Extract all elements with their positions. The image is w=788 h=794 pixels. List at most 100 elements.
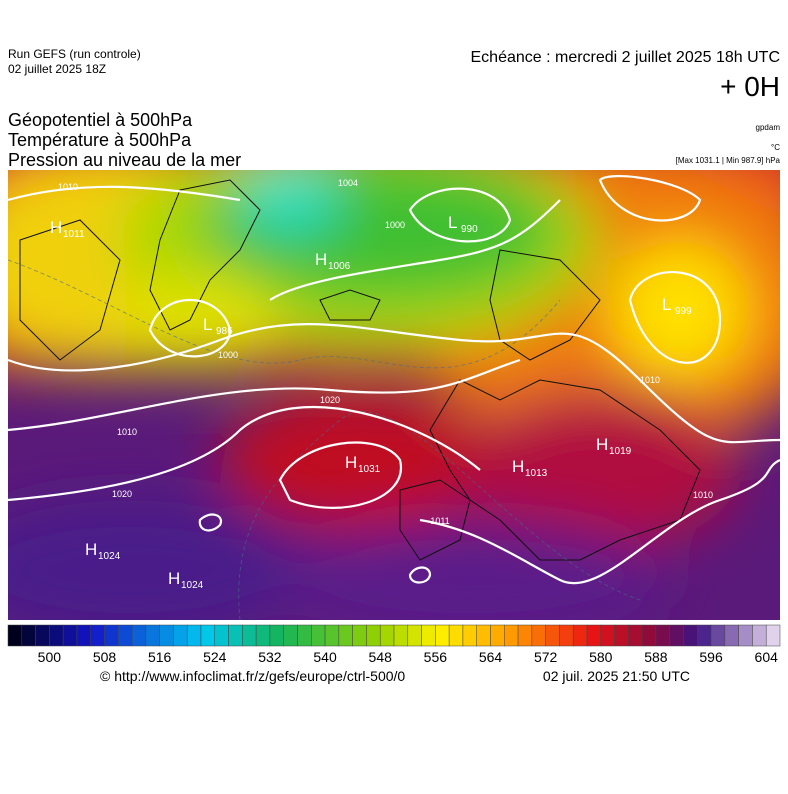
colorbar-swatch	[214, 624, 229, 647]
center-value: 986	[216, 326, 233, 337]
run-date: 02 juillet 2025 18Z	[8, 62, 106, 76]
lead-time: + 0H	[720, 71, 780, 102]
colorbar-swatch	[145, 624, 160, 647]
isobar-label: 1010	[58, 182, 78, 192]
colorbar-swatch	[379, 624, 395, 647]
center-kind: H	[345, 453, 357, 472]
colorbar-swatch	[435, 624, 450, 647]
colorbar-swatch	[352, 624, 367, 647]
center-value: 999	[675, 306, 692, 317]
center-value: 1019	[609, 446, 632, 457]
center-value: 990	[461, 224, 478, 235]
colorbar-swatch	[586, 624, 602, 647]
colorbar-label: 564	[479, 649, 503, 665]
center-value: 1013	[525, 468, 548, 479]
colorbar-swatch	[62, 624, 78, 647]
colorbar-swatch	[531, 624, 546, 647]
colorbar-swatch	[421, 624, 436, 647]
isobar-label: 1010	[640, 375, 660, 385]
colorbar-swatch	[462, 624, 477, 647]
colorbar-swatch	[159, 624, 174, 647]
colorbar-label: 548	[369, 649, 393, 665]
center-value: 1011	[63, 229, 85, 240]
colorbar-swatch	[324, 624, 340, 647]
colorbar-swatch	[683, 624, 698, 647]
colorbar-swatch	[200, 624, 216, 647]
colorbar-swatch	[186, 624, 202, 647]
colorbar-swatch	[7, 624, 23, 647]
center-kind: H	[596, 435, 608, 454]
source: © http://www.infoclimat.fr/z/gefs/europe…	[100, 668, 405, 684]
colorbar-swatch	[407, 624, 422, 647]
range: [Max 1031.1 | Min 987.9] hPa	[676, 156, 781, 165]
center-kind: H	[512, 457, 524, 476]
isobar-label: 1000	[218, 350, 238, 360]
colorbar-swatch	[255, 624, 271, 647]
colorbar-swatch	[724, 624, 739, 647]
colorbar-swatch	[752, 624, 767, 647]
colorbar-swatch	[131, 624, 147, 647]
colorbar-swatch	[269, 624, 284, 647]
colorbar-swatch	[283, 624, 298, 647]
colorbar-swatch	[655, 624, 670, 647]
colorbar-swatch	[517, 624, 533, 647]
colorbar-swatch	[118, 624, 133, 647]
colorbar-swatch	[738, 624, 753, 647]
colorbar-swatch	[448, 624, 464, 647]
isobar-label: 1010	[117, 427, 137, 437]
colorbar-swatch	[641, 624, 657, 647]
generated: 02 juil. 2025 21:50 UTC	[543, 668, 690, 684]
colorbar-label: 588	[644, 649, 668, 665]
colorbar-label: 596	[699, 649, 723, 665]
colorbar-swatch	[21, 624, 36, 647]
unit: °C	[771, 143, 780, 152]
center-kind: H	[315, 250, 327, 269]
center-value: 1024	[181, 580, 204, 591]
colorbar-label: 572	[534, 649, 558, 665]
colorbar-label: 604	[755, 649, 779, 665]
colorbar-swatch	[765, 624, 781, 647]
valid-time: Echéance : mercredi 2 juillet 2025 18h U…	[471, 49, 781, 66]
isobar-label: 1000	[385, 220, 405, 230]
field: Géopotentiel à 500hPa	[8, 110, 193, 130]
colorbar-label: 556	[424, 649, 448, 665]
colorbar-swatch	[104, 624, 119, 647]
colorbar-label: 516	[148, 649, 172, 665]
isobar-label: 1020	[320, 395, 340, 405]
colorbar-swatch	[366, 624, 381, 647]
colorbar-swatch	[90, 624, 105, 647]
center-value: 1031	[358, 464, 381, 475]
colorbar-swatch	[628, 624, 643, 647]
field: Pression au niveau de la mer	[8, 150, 241, 170]
colorbar-swatch	[297, 624, 312, 647]
colorbar-label: 524	[203, 649, 227, 665]
unit: gpdam	[756, 123, 781, 132]
colorbar-label: 500	[38, 649, 62, 665]
colorbar-swatch	[572, 624, 588, 647]
colorbar-swatch	[545, 624, 560, 647]
colorbar-label: 540	[313, 649, 337, 665]
colorbar-label: 532	[258, 649, 282, 665]
colorbar-swatch	[490, 624, 505, 647]
isobar-label: 1004	[338, 178, 358, 188]
map	[8, 170, 780, 620]
colorbar-swatch	[35, 624, 50, 647]
colorbar-swatch	[76, 624, 91, 647]
colorbar-swatch	[338, 624, 353, 647]
colorbar-label: 508	[93, 649, 117, 665]
isobar-label: 1010	[693, 490, 713, 500]
colorbar-swatch	[600, 624, 615, 647]
center-kind: H	[85, 540, 97, 559]
colorbar-swatch	[311, 624, 326, 647]
colorbar-swatch	[504, 624, 519, 647]
isobar-label: 1011	[430, 516, 449, 526]
center-value: 1024	[98, 551, 121, 562]
center-kind: L	[448, 213, 457, 232]
field: Température à 500hPa	[8, 130, 192, 150]
center-kind: H	[50, 218, 62, 237]
colorbar-swatch	[393, 624, 409, 647]
center-kind: L	[662, 295, 671, 314]
center-value: 1006	[328, 261, 351, 272]
colorbar-swatch	[242, 624, 257, 647]
